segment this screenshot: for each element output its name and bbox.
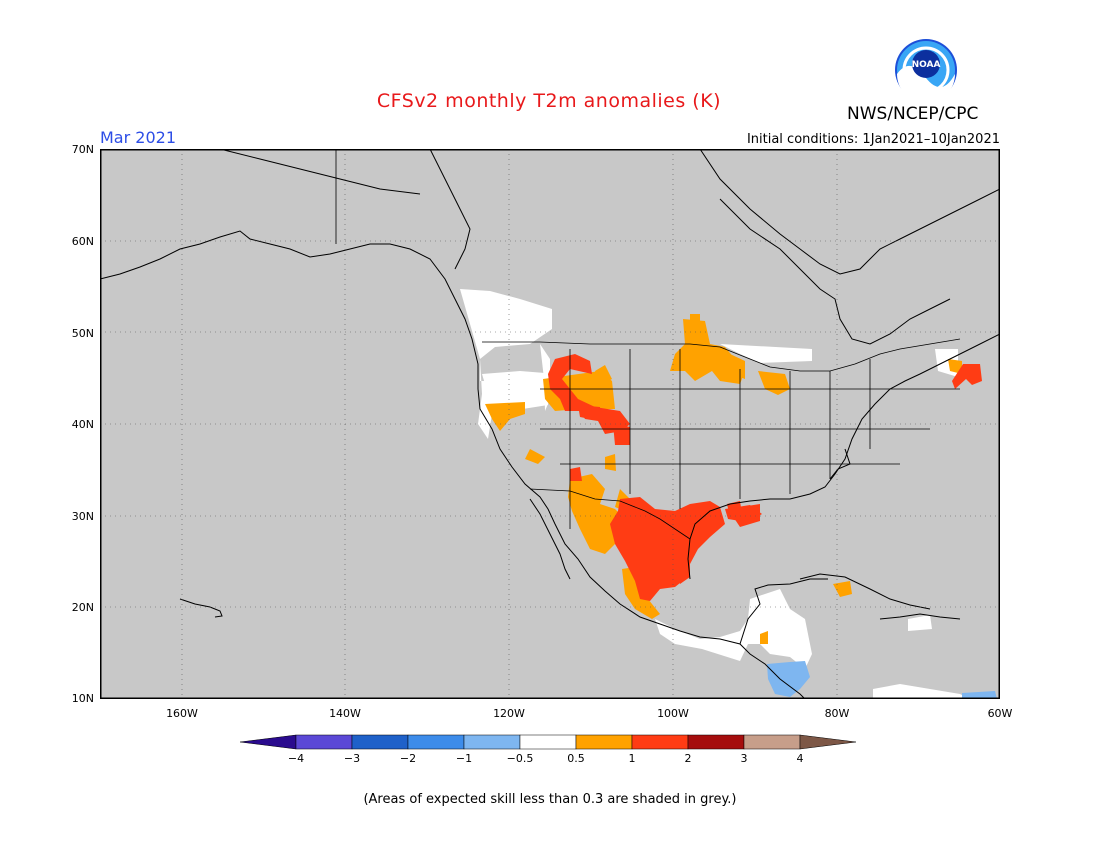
logo-text: NOAA <box>912 60 941 70</box>
lat-label-50n: 50N <box>71 327 94 340</box>
colorbar-swatch <box>519 734 577 750</box>
colorbar-tick-label: −1 <box>455 752 473 765</box>
near-normal-regions <box>460 289 970 699</box>
colorbar-swatch <box>631 734 689 750</box>
lat-label-40n: 40N <box>71 418 94 431</box>
lon-label-140w: 140W <box>329 707 361 720</box>
colorbar-swatch <box>575 734 633 750</box>
colorbar-tick-label: 3 <box>740 752 748 765</box>
colorbar <box>240 734 857 750</box>
lon-label-60w: 60W <box>987 707 1013 720</box>
colorbar-swatch <box>687 734 745 750</box>
lon-label-100w: 100W <box>657 707 689 720</box>
lat-label-30n: 30N <box>71 510 94 523</box>
map-title: CFSv2 monthly T2m anomalies (K) <box>376 90 722 112</box>
lat-label-20n: 20N <box>71 601 94 614</box>
political-borders <box>335 149 961 540</box>
colorbar-tick-label: −3 <box>343 752 361 765</box>
lon-label-160w: 160W <box>166 707 198 720</box>
lon-label-120w: 120W <box>493 707 525 720</box>
footnote: (Areas of expected skill less than 0.3 a… <box>363 792 737 807</box>
lat-label-10n: 10N <box>71 692 94 705</box>
colorbar-swatch <box>407 734 465 750</box>
initial-conditions: Initial conditions: 1Jan2021–10Jan2021 <box>746 132 1000 147</box>
colorbar-arrow-left <box>240 734 297 750</box>
colorbar-tick-label: 4 <box>796 752 804 765</box>
colorbar-swatch <box>295 734 353 750</box>
lat-label-70n: 70N <box>71 143 94 156</box>
lon-label-80w: 80W <box>824 707 850 720</box>
lat-label-60n: 60N <box>71 235 94 248</box>
valid-month: Mar 2021 <box>100 128 176 147</box>
noaa-logo: NOAA <box>895 39 957 102</box>
agency-label: NWS/NCEP/CPC <box>847 104 979 124</box>
colorbar-tick-label: −0.5 <box>506 752 534 765</box>
colorbar-tick-label: 1 <box>628 752 636 765</box>
colorbar-swatch <box>463 734 521 750</box>
colorbar-tick-label: −4 <box>287 752 305 765</box>
colorbar-swatch <box>743 734 801 750</box>
anomaly-map <box>100 149 1000 699</box>
colorbar-tick-label: 2 <box>684 752 692 765</box>
coastlines <box>100 149 1000 699</box>
map-frame <box>100 149 1000 699</box>
colorbar-tick-label: 0.5 <box>567 752 585 765</box>
colorbar-swatch <box>351 734 409 750</box>
colorbar-tick-label: −2 <box>399 752 417 765</box>
colorbar-arrow-right <box>799 734 857 750</box>
graticule <box>100 149 1000 699</box>
below-normal-regions <box>767 661 997 699</box>
